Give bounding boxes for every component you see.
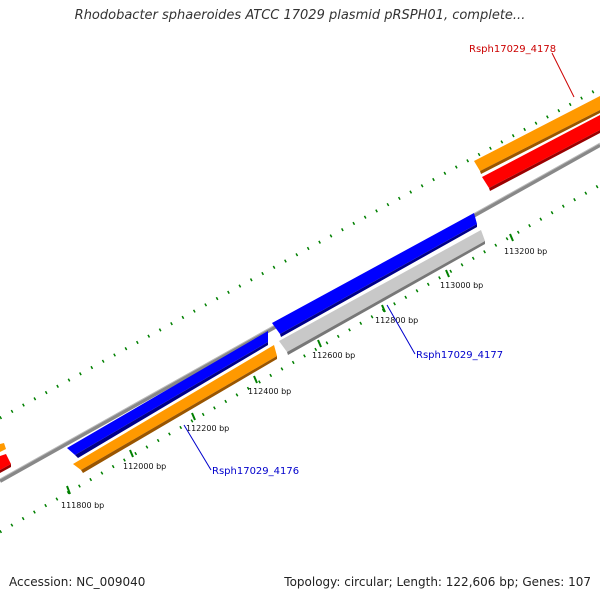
gene-orange-top-right[interactable]: [474, 96, 600, 174]
gene-label-rsph17029-4178[interactable]: Rsph17029_4178: [469, 44, 556, 55]
inner-tick-ring: [0, 183, 600, 534]
tick-label: 112800 bp: [375, 316, 418, 325]
gene-label-callouts: Rsph17029_4176 Rsph17029_4177 Rsph17029_…: [183, 44, 575, 477]
gene-blue-forward-right[interactable]: [272, 213, 477, 337]
tick-label: 112000 bp: [123, 462, 166, 471]
gene-grey-reverse[interactable]: [279, 230, 485, 355]
gene-label-rsph17029-4177[interactable]: Rsph17029_4177: [416, 350, 503, 361]
position-ticks: 111800 bp 112000 bp 112200 bp 112400 bp …: [61, 233, 547, 510]
gene-rsph17029-4178-left-orange[interactable]: [0, 443, 6, 452]
gene-label-rsph17029-4176[interactable]: Rsph17029_4176: [212, 466, 299, 477]
map-title: Rhodobacter sphaeroides ATCC 17029 plasm…: [74, 8, 526, 23]
tick-label: 113200 bp: [504, 247, 547, 256]
tick-label: 112400 bp: [248, 387, 291, 396]
gene-rsph17029-4178-left-red[interactable]: [0, 454, 11, 473]
tick-label: 112200 bp: [186, 424, 229, 433]
tick-label: 112600 bp: [312, 351, 355, 360]
tick-label: 113000 bp: [440, 281, 483, 290]
tick-label: 111800 bp: [61, 501, 104, 510]
gene-red-top-right[interactable]: [482, 115, 600, 191]
accession-text: Accession: NC_009040: [9, 575, 146, 589]
topology-summary: Topology: circular; Length: 122,606 bp; …: [284, 575, 591, 589]
gene-blue-forward-left[interactable]: [67, 331, 268, 458]
gene-orange-reverse[interactable]: [73, 345, 277, 473]
